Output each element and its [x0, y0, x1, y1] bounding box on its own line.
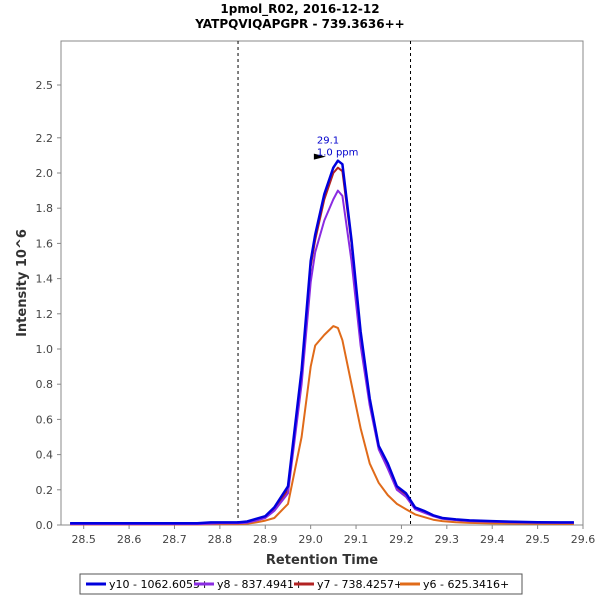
- x-tick-label: 29.3: [435, 533, 460, 546]
- chart-title: 1pmol_R02, 2016-12-12: [220, 2, 379, 17]
- legend-item-label: y6 - 625.3416+: [423, 578, 509, 591]
- peak-ppm-label: 1.0 ppm: [317, 148, 359, 159]
- legend-item-label: y10 - 1062.6055+: [109, 578, 209, 591]
- y-tick-label: 0.6: [36, 413, 54, 426]
- plot-area: [60, 40, 584, 526]
- series-line: [70, 325, 574, 526]
- x-tick-label: 28.6: [117, 533, 142, 546]
- y-tick-label: 2.0: [36, 167, 54, 180]
- y-tick-label: 1.0: [36, 343, 54, 356]
- y-tick-label: 1.8: [36, 202, 54, 215]
- y-tick-label: 0.0: [36, 519, 54, 532]
- x-tick-label: 28.8: [208, 533, 233, 546]
- y-axis-ticks: 0.0 0.2 0.4 0.6 0.8 1.0 1.2 1.4 1.6 1.8 2.0 2.2 2.5: [36, 79, 61, 532]
- series-lines: [70, 159, 574, 526]
- y-tick-label: 1.6: [36, 237, 54, 250]
- x-axis-ticks: 28.5 28.6 28.7 28.8 28.9 29.0 29.1 29.2 29.3 29.4…: [71, 525, 595, 546]
- peak-rt-label: 29.1: [317, 136, 339, 147]
- integration-boundaries: [237, 41, 412, 525]
- peak-marker-icon: [313, 153, 326, 160]
- x-tick-label: 28.7: [162, 533, 187, 546]
- y-tick-label: 2.2: [36, 132, 54, 145]
- x-tick-label: 29.1: [344, 533, 369, 546]
- y-tick-label: 0.4: [36, 449, 54, 462]
- x-tick-label: 29.5: [525, 533, 550, 546]
- y-tick-label: 0.8: [36, 378, 54, 391]
- y-tick-label: 0.2: [36, 484, 54, 497]
- y-tick-label: 1.2: [36, 308, 54, 321]
- x-tick-label: 28.5: [71, 533, 96, 546]
- y-tick-label: 1.4: [36, 273, 54, 286]
- x-tick-label: 29.0: [298, 533, 323, 546]
- x-tick-label: 29.4: [480, 533, 505, 546]
- y-tick-label: 2.5: [36, 79, 54, 92]
- legend: y10 - 1062.6055+ y8 - 837.4941+ y7 - 738.4…: [79, 573, 523, 595]
- peak-annotation: 29.1 1.0 ppm: [313, 136, 359, 160]
- x-tick-label: 28.9: [253, 533, 278, 546]
- legend-item-label: y7 - 738.4257+: [317, 578, 403, 591]
- x-axis-label: Retention Time: [266, 553, 378, 568]
- x-tick-label: 29.2: [389, 533, 414, 546]
- series-line: [70, 159, 574, 525]
- series-line: [70, 166, 574, 525]
- x-tick-label: 29.6: [571, 533, 596, 546]
- chart-subtitle: YATPQVIQAPGPR - 739.3636++: [194, 17, 404, 31]
- legend-item-label: y8 - 837.4941+: [217, 578, 303, 591]
- series-line: [70, 189, 574, 526]
- y-axis-label: Intensity 10^6: [15, 229, 30, 337]
